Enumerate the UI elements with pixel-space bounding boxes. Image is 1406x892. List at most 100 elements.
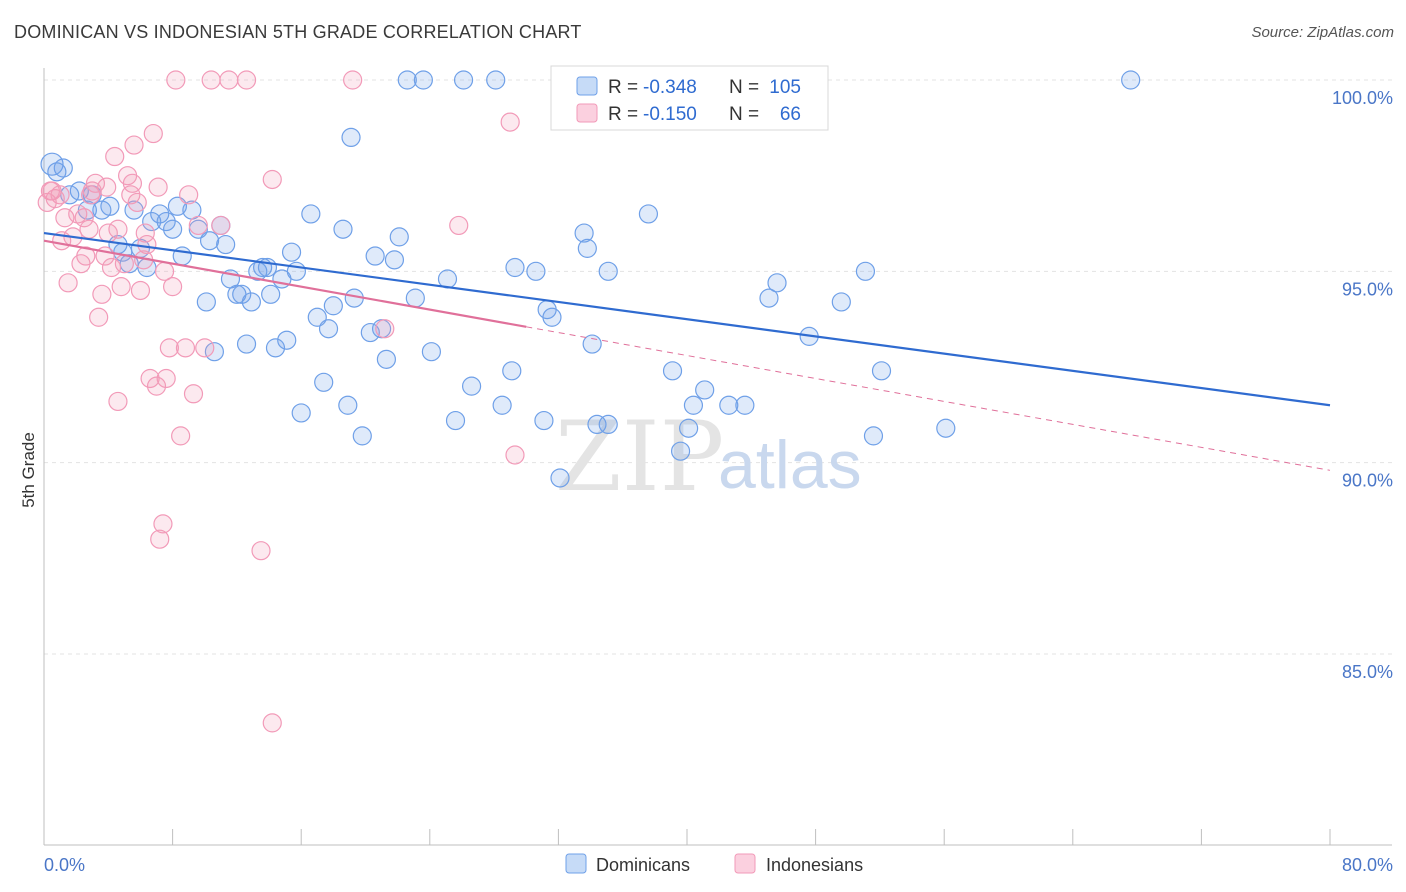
scatter-point <box>500 112 520 132</box>
scatter-point <box>150 204 170 224</box>
scatter-point <box>413 70 433 90</box>
scatter-point <box>148 177 168 197</box>
y-tick-labels: 85.0% 90.0% 95.0% 100.0% <box>1332 88 1393 682</box>
scatter-point <box>171 426 191 446</box>
scatter-point <box>384 250 405 270</box>
x-tick-labels: 0.0% 80.0% <box>44 855 1393 875</box>
scatter-point <box>526 261 546 281</box>
y-axis-title: 5th Grade <box>19 432 38 508</box>
scatter-point <box>183 384 204 404</box>
scatter-point <box>291 403 311 423</box>
scatter-point <box>159 338 179 358</box>
legend-n-label-1: N = <box>729 77 759 98</box>
scatter-point <box>251 541 271 561</box>
x-tick-label: 0.0% <box>44 855 85 875</box>
scatter-point <box>365 246 385 266</box>
scatter-point <box>154 261 175 281</box>
scatter-point <box>461 376 482 396</box>
scatter-point <box>58 273 78 293</box>
scatter-point <box>124 135 144 155</box>
scatter-point <box>323 296 343 316</box>
scatter-point <box>534 410 554 431</box>
legend-r-label-1: R = <box>608 77 638 98</box>
scatter-point <box>265 338 286 358</box>
scatter-point <box>301 204 321 224</box>
scatter-point <box>638 204 659 224</box>
scatter-point <box>50 185 70 205</box>
scatter-point <box>89 307 109 327</box>
scatter-point <box>150 529 170 549</box>
correlation-legend: R = -0.348 N = 105 R = -0.150 N = 66 <box>550 65 829 131</box>
scatter-point <box>449 215 469 236</box>
scatter-point <box>216 234 236 255</box>
scatter-point <box>389 227 409 247</box>
scatter-point <box>453 70 474 90</box>
y-tick-label: 90.0% <box>1342 471 1393 491</box>
scatter-point <box>211 215 231 236</box>
scatter-point <box>397 70 417 90</box>
scatter-point <box>550 468 570 488</box>
scatter-point <box>108 391 128 412</box>
scatter-point <box>92 284 112 304</box>
scatter-point <box>188 215 208 236</box>
legend-swatch-dominicans <box>576 76 598 96</box>
scatter-point <box>204 342 224 362</box>
trend-line-indonesians <box>43 239 527 328</box>
scatter-point <box>261 284 281 304</box>
scatter-point <box>314 372 334 392</box>
scatter-point <box>105 146 125 167</box>
scatter-point <box>114 254 134 274</box>
scatter-point <box>156 368 176 389</box>
scatter-point <box>281 242 302 262</box>
scatter-point <box>156 211 176 232</box>
scatter-point <box>863 426 884 446</box>
scatter-point <box>307 307 327 327</box>
scatter-point <box>871 361 892 381</box>
scatter-point <box>163 277 183 297</box>
scatter-point <box>486 70 506 90</box>
scatter-point <box>735 395 755 415</box>
legend-swatch-indonesians <box>576 103 598 123</box>
series-legend-indonesians: Indonesians <box>766 855 863 875</box>
scatter-point <box>343 70 363 90</box>
scatter-point <box>767 273 787 293</box>
y-tick-label: 100.0% <box>1332 88 1393 108</box>
scatter-point <box>236 70 257 90</box>
scatter-point <box>76 246 96 266</box>
scatter-point <box>135 223 155 243</box>
scatter-point <box>1121 70 1141 90</box>
series-legend: Dominicans Indonesians <box>565 853 863 875</box>
scatter-point <box>140 368 160 389</box>
scatter-point <box>936 418 956 438</box>
scatter-point <box>855 261 876 281</box>
scatter-point <box>670 441 691 461</box>
scatter-point <box>831 292 851 312</box>
scatter-point <box>79 219 99 239</box>
scatter-point <box>598 261 618 281</box>
scatter-point <box>587 414 607 434</box>
scatter-point <box>111 277 131 297</box>
series-legend-dominicans: Dominicans <box>596 855 690 875</box>
y-tick-label: 95.0% <box>1342 279 1393 299</box>
scatter-point <box>360 322 380 343</box>
scatter-point <box>55 208 75 228</box>
scatter-point <box>74 208 94 228</box>
scatter-point <box>179 185 199 205</box>
scatter-point <box>375 319 395 339</box>
series-legend-swatch-dominicans <box>565 853 587 874</box>
scatter-point <box>167 196 188 216</box>
scatter-point <box>445 410 466 431</box>
scatter-point <box>146 376 167 396</box>
scatter-point <box>719 395 739 415</box>
scatter-point <box>241 292 261 312</box>
scatter-point <box>341 127 361 147</box>
scatter-point <box>97 177 117 197</box>
y-tick-label: 85.0% <box>1342 662 1393 682</box>
scatter-point <box>199 231 220 251</box>
scatter-point <box>196 292 216 312</box>
scatter-point <box>505 257 525 278</box>
scatter-point <box>201 70 221 90</box>
scatter-point <box>405 288 425 308</box>
scatter-point <box>577 238 597 258</box>
